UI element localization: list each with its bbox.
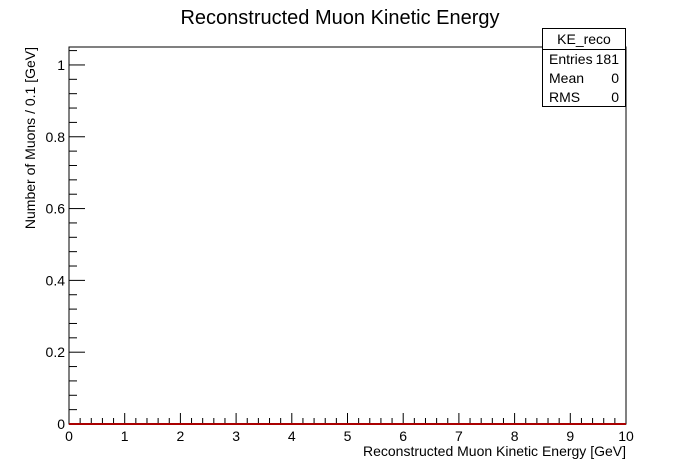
x-tick-label: 6 [399,428,407,444]
stats-row-rms: RMS 0 [543,88,625,107]
y-axis: 0 0.2 0.4 0.6 0.8 1 [46,50,85,432]
y-tick-label: 0.8 [46,129,66,145]
x-tick-label: 9 [566,428,574,444]
y-tick-label: 0.2 [46,344,66,360]
x-tick-label: 10 [618,428,634,444]
stats-box-title: KE_reco [543,29,625,50]
stats-value: 0 [611,89,619,105]
x-tick-label: 1 [121,428,129,444]
stats-box: KE_reco Entries 181 Mean 0 RMS 0 [542,28,626,107]
x-axis: 0 1 2 3 4 5 6 7 8 9 10 [65,413,634,444]
x-tick-label: 2 [177,428,185,444]
y-axis-label: Number of Muons / 0.1 [GeV] [22,47,38,229]
y-tick-label: 0.6 [46,201,66,217]
stats-value: 0 [611,70,619,86]
stats-row-mean: Mean 0 [543,69,625,88]
x-tick-label: 8 [511,428,519,444]
x-tick-label: 4 [288,428,296,444]
x-tick-label: 0 [65,428,73,444]
x-tick-label: 5 [344,428,352,444]
y-tick-label: 0 [57,416,65,432]
x-axis-label: Reconstructed Muon Kinetic Energy [GeV] [363,443,626,459]
x-tick-label: 7 [455,428,463,444]
stats-label: Mean [549,70,585,86]
y-tick-label: 1 [57,57,65,73]
chart-title: Reconstructed Muon Kinetic Energy [180,7,499,29]
stats-value: 181 [595,51,619,67]
stats-row-entries: Entries 181 [543,50,625,69]
stats-label: RMS [549,89,581,105]
y-tick-label: 0.4 [46,272,66,288]
stats-label: Entries [549,51,593,67]
x-tick-label: 3 [232,428,240,444]
